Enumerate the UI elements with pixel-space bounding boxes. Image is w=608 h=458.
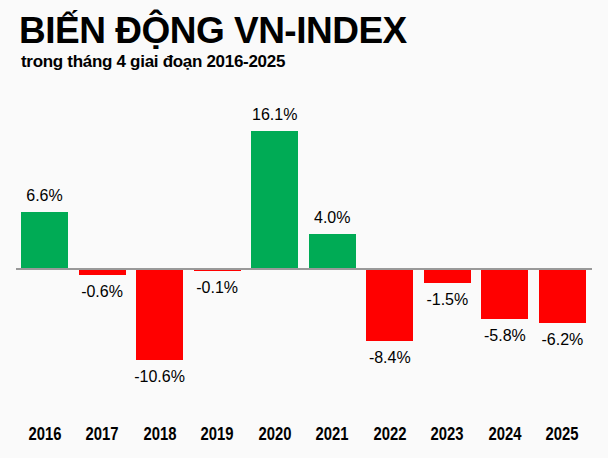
bar-2024	[481, 270, 528, 319]
value-label-2022: -8.4%	[343, 349, 437, 367]
bar-2019	[194, 270, 241, 271]
x-axis-label-2018: 2018	[143, 424, 176, 444]
bar-2023	[424, 270, 471, 283]
value-label-2018: -10.6%	[113, 368, 207, 386]
bar-2017	[79, 270, 126, 275]
x-axis-label-2023: 2023	[431, 424, 464, 444]
x-axis-label-2021: 2021	[316, 424, 349, 444]
x-axis-label-2019: 2019	[201, 424, 234, 444]
bar-2021	[309, 234, 356, 268]
value-label-2023: -1.5%	[400, 291, 494, 309]
x-axis-label-2017: 2017	[86, 424, 119, 444]
chart-canvas: BIẾN ĐỘNG VN-INDEX trong tháng 4 giai đo…	[0, 0, 608, 458]
value-label-2025: -6.2%	[515, 331, 608, 349]
plot-area: 6.6% 2016 -0.6% 2017 -10.6% 2018 -0.1% 2019 16.1…	[0, 0, 608, 458]
value-label-2021: 4.0%	[285, 209, 379, 227]
value-label-2019: -0.1%	[170, 279, 264, 297]
value-label-2020: 16.1%	[228, 106, 322, 124]
bar-2020	[251, 131, 298, 268]
value-label-2017: -0.6%	[55, 283, 149, 301]
bar-2025	[539, 270, 586, 323]
value-label-2016: 6.6%	[0, 187, 92, 205]
bar-2016	[21, 212, 68, 268]
x-axis-label-2022: 2022	[373, 424, 406, 444]
x-axis-label-2016: 2016	[28, 424, 61, 444]
x-axis-label-2025: 2025	[546, 424, 579, 444]
x-axis-label-2024: 2024	[488, 424, 521, 444]
x-axis-label-2020: 2020	[258, 424, 291, 444]
